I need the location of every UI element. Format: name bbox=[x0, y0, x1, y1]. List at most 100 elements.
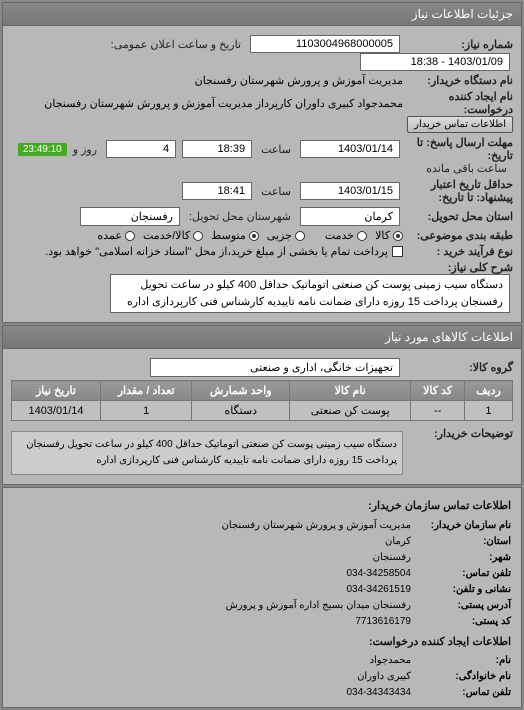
goods-thead: ردیف کد کالا نام کالا واحد شمارش تعداد /… bbox=[12, 381, 513, 401]
radio-khedmat[interactable]: خدمت bbox=[325, 229, 367, 242]
purchase-checkbox[interactable] bbox=[392, 246, 403, 257]
contact-fax-label: نشانی و تلفن: bbox=[411, 582, 511, 598]
request-no-value: 1103004968000005 bbox=[250, 35, 400, 53]
goods-panel-title: اطلاعات کالاهای مورد نیاز bbox=[3, 326, 521, 349]
reply-remain-tail: ساعت باقی مانده bbox=[426, 162, 507, 175]
table-header-row: ردیف کد کالا نام کالا واحد شمارش تعداد /… bbox=[12, 381, 513, 401]
td-unit: دستگاه bbox=[192, 401, 290, 421]
delivery-province: کرمان bbox=[300, 207, 400, 226]
contact-city-label: شهر: bbox=[411, 550, 511, 566]
th-row: ردیف bbox=[464, 381, 512, 401]
reply-time-word: ساعت bbox=[261, 143, 291, 156]
row-delivery-place: استان محل تحویل: کرمان شهرستان محل تحویل… bbox=[11, 207, 513, 226]
th-code: کد کالا bbox=[411, 381, 465, 401]
contact-postal-label: کد پستی: bbox=[411, 614, 511, 630]
reply-day-word: روز و bbox=[73, 143, 97, 156]
radio-dot-icon bbox=[193, 231, 203, 241]
main-panel: جزئیات اطلاعات نیاز شماره نیاز: 11030049… bbox=[2, 2, 522, 323]
contact-name: محمدجواد bbox=[370, 655, 411, 666]
contact-cphone-label: تلفن تماس: bbox=[411, 685, 511, 701]
row-group: گروه کالا: تجهیزات خانگی، اداری و صنعتی bbox=[11, 358, 513, 377]
row-general: شرح کلی نیاز: دستگاه سیب زمینی پوست کن ص… bbox=[11, 261, 513, 313]
contact-family-label: نام خانوادگی: bbox=[411, 669, 511, 685]
row-reply-deadline: مهلت ارسال پاسخ: تا تاریخ: 1403/01/14 سا… bbox=[11, 136, 513, 175]
table-row: 1 -- پوست کن صنعتی دستگاه 1 1403/01/14 bbox=[12, 401, 513, 421]
th-name: نام کالا bbox=[290, 381, 411, 401]
reply-deadline-days: 4 bbox=[106, 140, 176, 158]
contact-info-button[interactable]: اطلاعات تماس خریدار bbox=[407, 116, 513, 133]
countdown-timer: 23:49:10 bbox=[18, 143, 67, 156]
general-label: شرح کلی نیاز: bbox=[403, 261, 513, 274]
radio-dot-icon bbox=[249, 231, 259, 241]
reply-deadline-date: 1403/01/14 bbox=[300, 140, 400, 158]
panel-title-main: جزئیات اطلاعات نیاز bbox=[3, 3, 521, 26]
requester-label: نام ایجاد کننده درخواست: bbox=[403, 90, 513, 116]
delivery-time-word: ساعت bbox=[261, 185, 291, 198]
announce-date-label: تاریخ و ساعت اعلان عمومی: bbox=[111, 38, 241, 51]
contact-name-row: نام:محمدجواد bbox=[13, 653, 511, 669]
contact-cphone: 034-34343434 bbox=[346, 687, 411, 698]
info-body: شماره نیاز: 1103004968000005 تاریخ و ساع… bbox=[3, 26, 521, 322]
radio-khedmat-label: خدمت bbox=[325, 229, 354, 242]
desc-label: توضیحات خریدار: bbox=[403, 427, 513, 440]
goods-tbody: 1 -- پوست کن صنعتی دستگاه 1 1403/01/14 bbox=[12, 401, 513, 421]
contact-name-label: نام: bbox=[411, 653, 511, 669]
group-label: گروه کالا: bbox=[403, 361, 513, 374]
delivery-deadline-label: حداقل تاریخ اعتبار پیشنهاد: تا تاریخ: bbox=[403, 178, 513, 204]
radio-dot-icon bbox=[295, 231, 305, 241]
radio-partial[interactable]: جزیی bbox=[267, 229, 305, 242]
delivery-date: 1403/01/15 bbox=[300, 182, 400, 200]
general-text: دستگاه سیب زمینی پوست کن صنعتی اتوماتیک … bbox=[110, 274, 510, 313]
buyer-org-value: مدیریت آموزش و پرورش شهرستان رفسنجان bbox=[195, 74, 403, 87]
radio-kala-khedmat[interactable]: کالا/خدمت bbox=[143, 229, 203, 242]
reply-deadline-label: مهلت ارسال پاسخ: تا تاریخ: bbox=[403, 136, 513, 162]
delivery-time: 18:41 bbox=[182, 182, 252, 200]
td-name: پوست کن صنعتی bbox=[290, 401, 411, 421]
contact-phone: 034-34258504 bbox=[346, 568, 411, 579]
contact-org-row: نام سازمان خریدار:مدیریت آموزش و پرورش ش… bbox=[13, 518, 511, 534]
th-date: تاریخ نیاز bbox=[12, 381, 101, 401]
contact-address: رفسنجان میدان بسیج اداره آموزش و پرورش bbox=[226, 600, 411, 611]
scale-radios: جزیی متوسط کالا/خدمت عمده bbox=[98, 229, 305, 242]
radio-omde[interactable]: عمده bbox=[98, 229, 135, 242]
radio-medium-label: متوسط bbox=[211, 229, 246, 242]
contact-heading1: اطلاعات تماس سازمان خریدار: bbox=[13, 498, 511, 516]
radio-kk-label: کالا/خدمت bbox=[143, 229, 190, 242]
radio-dot-icon bbox=[357, 231, 367, 241]
contact-postal-row: کد پستی:7713616179 bbox=[13, 614, 511, 630]
td-qty: 1 bbox=[100, 401, 191, 421]
contact-fax: 034-34261519 bbox=[346, 584, 411, 595]
buyer-org-label: نام دستگاه خریدار: bbox=[403, 74, 513, 87]
requester-value: محمدجواد کبیری داوران کارپرداز مدیریت آم… bbox=[44, 97, 403, 110]
contact-province-label: استان: bbox=[411, 534, 511, 550]
radio-kala[interactable]: کالا bbox=[375, 229, 403, 242]
contact-city: رفسنجان bbox=[373, 552, 411, 563]
purchase-proc-label: نوع فرآیند خرید : bbox=[403, 245, 513, 258]
radio-medium[interactable]: متوسط bbox=[211, 229, 259, 242]
contact-phone-label: تلفن تماس: bbox=[411, 566, 511, 582]
contact-address-label: آدرس پستی: bbox=[411, 598, 511, 614]
radio-dot-icon bbox=[125, 231, 135, 241]
row-desc: توضیحات خریدار: دستگاه سیب زمینی پوست کن… bbox=[11, 427, 513, 475]
contact-family-row: نام خانوادگی:کبیری داوران bbox=[13, 669, 511, 685]
delivery-city-label: شهرستان محل تحویل: bbox=[189, 210, 291, 223]
purchase-proc-note: پرداخت تمام یا بخشی از مبلغ خرید،از محل … bbox=[45, 245, 388, 258]
row-vendor-type: طبقه بندی موضوعی: کالا خدمت جزیی متوسط ک… bbox=[11, 229, 513, 242]
radio-partial-label: جزیی bbox=[267, 229, 292, 242]
row-requester: نام ایجاد کننده درخواست: محمدجواد کبیری … bbox=[11, 90, 513, 133]
row-delivery-deadline: حداقل تاریخ اعتبار پیشنهاد: تا تاریخ: 14… bbox=[11, 178, 513, 204]
td-idx: 1 bbox=[464, 401, 512, 421]
goods-panel: اطلاعات کالاهای مورد نیاز گروه کالا: تجه… bbox=[2, 325, 522, 485]
announce-date-value: 1403/01/09 - 18:38 bbox=[360, 53, 510, 71]
radio-kala-label: کالا bbox=[375, 229, 390, 242]
contact-province: کرمان bbox=[385, 536, 411, 547]
contact-phone-row: تلفن تماس:034-34258504 bbox=[13, 566, 511, 582]
th-qty: تعداد / مقدار bbox=[100, 381, 191, 401]
reply-deadline-time: 18:39 bbox=[182, 140, 252, 158]
radio-omde-label: عمده bbox=[98, 229, 122, 242]
request-no-label: شماره نیاز: bbox=[403, 38, 513, 51]
td-date: 1403/01/14 bbox=[12, 401, 101, 421]
contact-province-row: استان:کرمان bbox=[13, 534, 511, 550]
contact-address-row: آدرس پستی:رفسنجان میدان بسیج اداره آموزش… bbox=[13, 598, 511, 614]
th-unit: واحد شمارش bbox=[192, 381, 290, 401]
